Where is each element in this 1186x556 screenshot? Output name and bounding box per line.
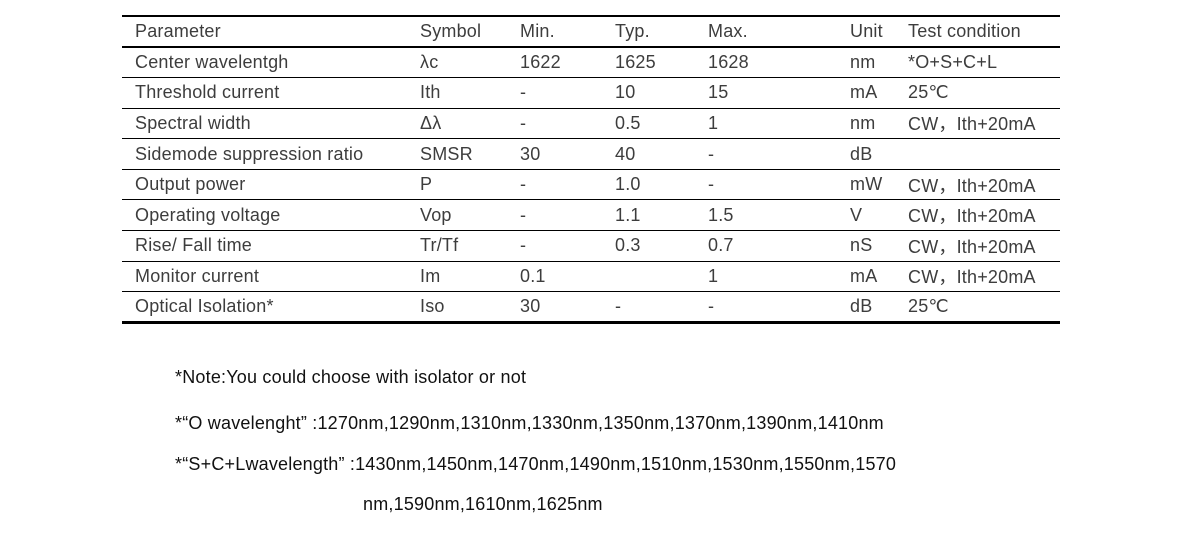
cell-symbol: Iso — [420, 296, 445, 317]
cell-min: - — [520, 174, 527, 195]
cell-parameter: Threshold current — [135, 82, 280, 103]
cell-min: - — [520, 82, 527, 103]
cell-parameter: Spectral width — [135, 112, 251, 133]
cell-unit: nS — [850, 235, 873, 256]
cell-test: CW，Ith+20mA — [908, 175, 1036, 196]
cell-symbol: λc — [420, 52, 439, 73]
cell-max: - — [708, 296, 715, 317]
cell-min: - — [520, 112, 527, 133]
cell-typ: 10 — [615, 82, 636, 103]
cell-min: 30 — [520, 143, 541, 164]
cell-symbol: Tr/Tf — [420, 235, 459, 256]
cell-typ: 40 — [615, 143, 636, 164]
cell-min: 30 — [520, 296, 541, 317]
cell-unit: nm — [850, 112, 876, 133]
column-header-min: Min. — [520, 21, 555, 41]
cell-unit: dB — [850, 143, 873, 164]
cell-parameter: Sidemode suppression ratio — [135, 143, 364, 164]
cell-typ: 1625 — [615, 52, 656, 73]
cell-test: *O+S+C+L — [908, 52, 998, 73]
cell-parameter: Optical Isolation* — [135, 296, 274, 317]
cell-min: 1622 — [520, 52, 561, 73]
cell-max: - — [708, 143, 715, 164]
cell-max: - — [708, 174, 715, 195]
cell-unit: mA — [850, 265, 878, 286]
table-row: Output power P - 1.0 - mW CW，Ith+20mA — [122, 169, 1060, 200]
cell-symbol: P — [420, 174, 433, 195]
note-isolator-choice: *Note:You could choose with isolator or … — [175, 367, 527, 387]
cell-typ: 0.5 — [615, 112, 641, 133]
note-scl-wavelength-line1: *“S+C+Lwavelength” :1430nm,1450nm,1470nm… — [175, 454, 897, 474]
cell-typ: 0.3 — [615, 235, 641, 256]
cell-min: - — [520, 204, 527, 225]
note-scl-wavelength-line2: nm,1590nm,1610nm,1625nm — [363, 494, 603, 514]
column-header-symbol: Symbol — [420, 21, 482, 41]
table-row: Operating voltage Vop - 1.1 1.5 V CW，Ith+20mA — [122, 200, 1060, 231]
header-row: Parameter Symbol Min. Typ. Max. Unit Tes… — [122, 16, 1060, 47]
column-header-max: Max. — [708, 21, 748, 41]
cell-test — [908, 139, 1060, 170]
cell-max: 1.5 — [708, 204, 734, 225]
cell-symbol: Im — [420, 265, 441, 286]
note-o-wavelength-list: *“O wavelenght” :1270nm,1290nm,1310nm,13… — [175, 413, 884, 433]
cell-symbol: Δλ — [420, 112, 442, 133]
cell-test: CW，Ith+20mA — [908, 206, 1036, 227]
cell-test: 25℃ — [908, 82, 949, 103]
table-row: Center wavelentgh λc 1622 1625 1628 nm *O+S+C+… — [122, 47, 1060, 78]
cell-unit: dB — [850, 296, 873, 317]
cell-typ: 1.1 — [615, 204, 641, 225]
column-header-parameter: Parameter — [135, 21, 221, 41]
table-row: Spectral width Δλ - 0.5 1 nm CW，Ith+20mA — [122, 108, 1060, 139]
column-header-typ: Typ. — [615, 21, 650, 41]
cell-unit: V — [850, 204, 863, 225]
cell-unit: mA — [850, 82, 878, 103]
column-header-unit: Unit — [850, 21, 883, 41]
cell-symbol: SMSR — [420, 143, 473, 164]
cell-parameter: Rise/ Fall time — [135, 235, 253, 256]
cell-parameter: Monitor current — [135, 265, 260, 286]
cell-test: CW，Ith+20mA — [908, 114, 1036, 135]
column-header-test-condition: Test condition — [908, 21, 1021, 41]
cell-symbol: Vop — [420, 204, 452, 225]
spec-table: Parameter Symbol Min. Typ. Max. Unit Tes… — [122, 15, 1060, 324]
cell-typ: 1.0 — [615, 174, 641, 195]
table-row: Optical Isolation* Iso 30 - - dB 25℃ — [122, 292, 1060, 323]
cell-max: 0.7 — [708, 235, 734, 256]
cell-symbol: Ith — [420, 82, 441, 103]
cell-min: 0.1 — [520, 265, 546, 286]
cell-unit: nm — [850, 52, 876, 73]
table-row: Monitor current Im 0.1 1 mA CW，Ith+20mA — [122, 261, 1060, 292]
cell-max: 1628 — [708, 52, 749, 73]
cell-typ: - — [615, 296, 622, 317]
cell-test: CW，Ith+20mA — [908, 267, 1036, 288]
table-row: Sidemode suppression ratio SMSR 30 40 - dB — [122, 139, 1060, 170]
cell-parameter: Center wavelentgh — [135, 52, 289, 73]
cell-parameter: Operating voltage — [135, 204, 281, 225]
cell-min: - — [520, 235, 527, 256]
cell-max: 1 — [708, 112, 719, 133]
cell-test: CW，Ith+20mA — [908, 236, 1036, 257]
cell-max: 1 — [708, 265, 719, 286]
cell-test: 25℃ — [908, 296, 949, 317]
table-row: Rise/ Fall time Tr/Tf - 0.3 0.7 nS CW，Ith+20mA — [122, 231, 1060, 262]
cell-typ — [615, 261, 708, 292]
cell-unit: mW — [850, 174, 883, 195]
cell-parameter: Output power — [135, 174, 246, 195]
cell-max: 15 — [708, 82, 729, 103]
table-row: Threshold current Ith - 10 15 mA 25℃ — [122, 78, 1060, 109]
